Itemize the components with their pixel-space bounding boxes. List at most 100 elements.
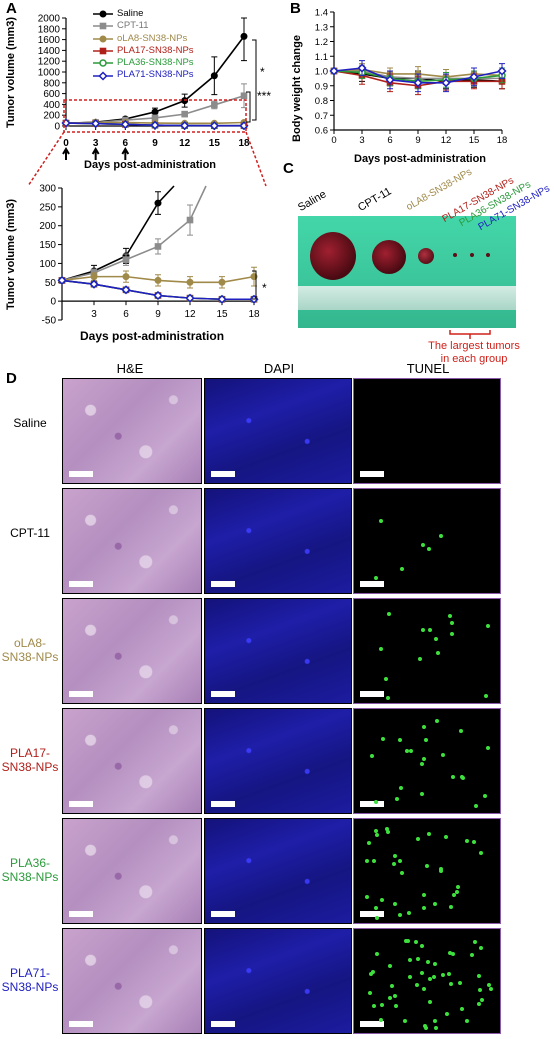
tunel-positive-dot xyxy=(451,893,456,898)
tunel-positive-dot xyxy=(420,542,425,547)
legend-label: CPT-11 xyxy=(117,20,149,32)
tunel-positive-dot xyxy=(389,984,394,989)
data-point xyxy=(91,119,101,129)
tunel-positive-dot xyxy=(379,646,384,651)
tunel-positive-dot xyxy=(375,916,380,921)
tunel-positive-dot xyxy=(480,998,485,1002)
tunel-positive-dot xyxy=(455,884,460,889)
tunel-positive-dot xyxy=(448,950,453,955)
legend-marker xyxy=(99,47,107,55)
row-label-line-1: Saline xyxy=(13,416,47,430)
dapi-image xyxy=(204,488,352,594)
dapi-image xyxy=(204,708,352,814)
tunel-positive-dot xyxy=(447,972,452,977)
y-tick-label: 1.0 xyxy=(315,67,328,78)
tunel-positive-dot xyxy=(486,983,491,988)
dapi-image xyxy=(204,928,352,1034)
he-image xyxy=(62,818,202,924)
tunel-positive-dot xyxy=(450,621,454,626)
legend-item: PLA71-SN38-NPs xyxy=(92,69,194,81)
scale-bar xyxy=(69,581,93,587)
data-point xyxy=(413,78,423,88)
tunel-positive-dot xyxy=(387,996,392,1001)
tunel-positive-dot xyxy=(371,1003,376,1008)
y-tick-label: 100 xyxy=(39,259,56,270)
dosing-arrow-icon xyxy=(62,147,70,160)
x-axis-label: Days post-administration xyxy=(84,159,216,171)
data-point xyxy=(90,273,98,281)
tunel-positive-dot xyxy=(381,737,386,742)
data-point xyxy=(497,66,507,76)
histology-grid: Saline CPT-11 oLA8- SN38-NPs PLA17- SN38-NPs P… xyxy=(0,376,554,1039)
tunel-positive-dot xyxy=(367,840,372,845)
tunel-positive-dot xyxy=(457,981,462,986)
scale-bar xyxy=(211,581,235,587)
data-point xyxy=(210,72,218,80)
data-point xyxy=(154,243,162,250)
tunel-positive-dot xyxy=(459,774,464,779)
tunel-positive-dot xyxy=(486,746,491,751)
y-tick-label: 0 xyxy=(50,297,56,308)
column-title-he: H&E xyxy=(116,361,144,376)
tunel-positive-dot xyxy=(393,1003,398,1008)
tunel-positive-dot xyxy=(445,1011,450,1016)
data-point xyxy=(469,72,479,82)
tunel-positive-dot xyxy=(421,627,426,632)
column-title-dapi: DAPI xyxy=(263,361,295,376)
x-tick-label: 0 xyxy=(331,135,336,146)
tunel-positive-dot xyxy=(365,895,370,900)
tunel-positive-dot xyxy=(482,794,487,799)
tunel-positive-dot xyxy=(370,754,375,759)
y-tick-label: 1.2 xyxy=(315,37,328,48)
x-tick-label: 15 xyxy=(216,309,228,320)
tunel-positive-dot xyxy=(473,804,478,809)
y-tick-label: 200 xyxy=(39,221,56,232)
body-weight-chart: 0.6 0.7 0.8 0.9 1.0 1.1 1.2 1.3 1.4 0 3 6 9 12 15 18 Bo… xyxy=(291,8,507,166)
tunel-positive-dot xyxy=(477,974,482,979)
tumor-volume-zoom-chart: -50 0 50 100 150 200 250 300 3 6 9 12 15 18 Tumor vol… xyxy=(5,184,267,344)
he-image xyxy=(62,708,202,814)
tunel-positive-dot xyxy=(374,800,379,805)
tunel-positive-dot xyxy=(415,836,420,841)
tunel-positive-dot xyxy=(423,1026,428,1031)
tunel-image xyxy=(353,708,501,814)
label-saline: Saline xyxy=(296,188,329,214)
legend-marker xyxy=(99,35,107,43)
data-point xyxy=(151,108,159,116)
tunel-positive-dot xyxy=(470,953,475,958)
tunel-positive-dot xyxy=(408,957,413,962)
legend-swatch xyxy=(93,23,113,30)
y-tick-label: 0 xyxy=(54,122,60,133)
scale-bar xyxy=(69,911,93,917)
tunel-positive-dot xyxy=(426,959,431,964)
x-tick-label: 18 xyxy=(248,309,260,320)
tunel-positive-dot xyxy=(464,1019,469,1024)
row-label-line-2: SN38-NPs xyxy=(1,650,59,664)
tunel-positive-dot xyxy=(398,859,403,864)
x-tick-label: 3 xyxy=(359,135,364,146)
tunel-positive-dot xyxy=(433,1018,438,1023)
caption-bracket xyxy=(449,330,491,339)
tunel-positive-dot xyxy=(403,1018,408,1023)
tunel-positive-dot xyxy=(428,976,433,981)
tunel-image xyxy=(353,818,501,924)
tunel-positive-dot xyxy=(379,1017,384,1022)
row-label-line-1: PLA71- xyxy=(9,966,51,980)
legend-swatch xyxy=(93,47,113,55)
scale-bar xyxy=(69,801,93,807)
row-label-line-2: SN38-NPs xyxy=(1,980,59,994)
tunel-positive-dot xyxy=(427,628,432,633)
data-point xyxy=(121,285,131,295)
tunel-image xyxy=(353,928,501,1034)
y-tick-label: 0.8 xyxy=(315,96,328,107)
row-label-line-2: SN38-NPs xyxy=(1,870,59,884)
y-tick-label: 300 xyxy=(39,184,56,195)
data-point xyxy=(218,278,226,286)
scale-bar xyxy=(360,471,384,477)
data-point xyxy=(57,275,67,285)
scale-bar xyxy=(211,471,235,477)
legend-label: oLA8-SN38-NPs xyxy=(117,32,188,44)
tunel-image xyxy=(353,598,501,704)
x-axis-label-zoom: Days post-administration xyxy=(80,329,224,343)
